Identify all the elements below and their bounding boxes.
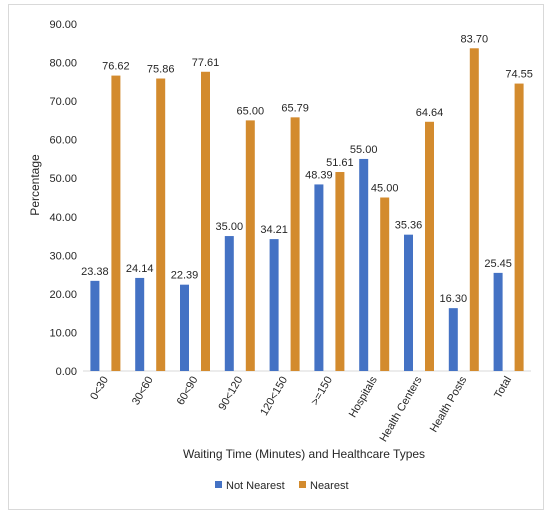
data-label-not-nearest: 22.39 — [171, 270, 199, 282]
data-label-nearest: 83.70 — [461, 33, 489, 45]
y-tick-label: 20.00 — [49, 289, 77, 301]
data-label-nearest: 76.62 — [102, 61, 130, 73]
bar-not-nearest — [224, 236, 234, 371]
data-label-nearest: 77.61 — [192, 57, 220, 69]
x-axis: 0<30 30<60 60<90 90<120 120<150 >=150 Hospital… — [83, 370, 531, 444]
y-tick-label: 10.00 — [49, 327, 77, 339]
data-label-nearest: 74.55 — [505, 69, 533, 81]
data-label-not-nearest: 55.00 — [350, 144, 378, 156]
x-tick-label: Health Centers — [378, 374, 425, 444]
chart-frame: 0.00 10.00 20.00 30.00 40.00 50.00 60.00 70.00 8… — [8, 4, 544, 510]
x-tick-label: Total — [492, 374, 514, 400]
bar-nearest — [469, 48, 479, 371]
x-tick-label: 0<30 — [88, 375, 111, 402]
bar-not-nearest — [359, 158, 369, 371]
data-labels: 23.38 76.62 24.14 75.86 22.39 77.61 35.00 65.00… — [81, 33, 533, 305]
bar-nearest — [290, 117, 300, 371]
bar-not-nearest — [493, 272, 503, 371]
data-label-not-nearest: 23.38 — [81, 266, 109, 278]
bar-not-nearest — [314, 184, 324, 371]
bar-chart: 0.00 10.00 20.00 30.00 40.00 50.00 60.00 70.00 8… — [28, 19, 533, 492]
data-label-nearest: 64.64 — [416, 107, 444, 119]
x-tick-label: 120<150 — [258, 375, 290, 418]
y-tick-label: 30.00 — [49, 250, 77, 262]
legend: Not Nearest Nearest — [215, 480, 349, 492]
bar-nearest — [156, 78, 166, 372]
data-label-not-nearest: 16.30 — [440, 293, 468, 305]
legend-label-nearest: Nearest — [310, 480, 349, 492]
data-label-not-nearest: 35.00 — [216, 221, 244, 233]
y-tick-label: 80.00 — [49, 58, 77, 70]
y-tick-label: 70.00 — [49, 96, 77, 108]
bar-nearest — [201, 71, 210, 372]
data-label-not-nearest: 25.45 — [484, 258, 512, 270]
bar-nearest — [245, 120, 255, 371]
legend-label-not-nearest: Not Nearest — [226, 480, 285, 492]
bar-not-nearest — [90, 280, 100, 371]
bar-nearest — [380, 197, 390, 371]
y-tick-label: 0.00 — [56, 366, 77, 378]
x-tick-label: Health Posts — [428, 374, 470, 434]
legend-swatch-nearest — [299, 481, 306, 488]
data-label-not-nearest: 48.39 — [305, 169, 333, 181]
x-tick-label: 30<60 — [130, 375, 156, 408]
x-tick-label: 90<120 — [216, 375, 245, 413]
x-tick-label: >=150 — [309, 375, 335, 408]
y-tick-label: 60.00 — [49, 135, 77, 147]
bar-nearest — [514, 83, 524, 372]
data-label-not-nearest: 35.36 — [395, 220, 423, 232]
bar-not-nearest — [135, 277, 145, 371]
data-label-nearest: 51.61 — [326, 157, 354, 169]
y-axis-title: Percentage — [28, 154, 42, 216]
bar-not-nearest — [269, 239, 279, 371]
legend-swatch-not-nearest — [215, 481, 222, 488]
data-label-nearest: 65.00 — [237, 105, 265, 117]
y-tick-label: 50.00 — [49, 173, 77, 185]
bar-nearest — [425, 121, 434, 371]
data-label-not-nearest: 34.21 — [260, 224, 288, 236]
y-axis: 0.00 10.00 20.00 30.00 40.00 50.00 60.00 70.00 8… — [49, 19, 77, 378]
x-axis-title: Waiting Time (Minutes) and Healthcare Ty… — [183, 447, 425, 461]
bar-not-nearest — [180, 284, 189, 371]
data-label-nearest: 45.00 — [371, 183, 399, 195]
bar-not-nearest — [448, 308, 458, 371]
data-label-nearest: 65.79 — [281, 102, 309, 114]
x-tick-label: Hospitals — [347, 374, 380, 420]
bar-not-nearest — [404, 234, 413, 371]
x-tick-label: 60<90 — [175, 375, 201, 408]
y-tick-label: 90.00 — [49, 19, 77, 31]
bars — [90, 48, 524, 372]
bar-nearest — [335, 172, 345, 371]
data-label-nearest: 75.86 — [147, 64, 175, 76]
bar-nearest — [111, 75, 121, 371]
data-label-not-nearest: 24.14 — [126, 263, 154, 275]
y-tick-label: 40.00 — [49, 212, 77, 224]
